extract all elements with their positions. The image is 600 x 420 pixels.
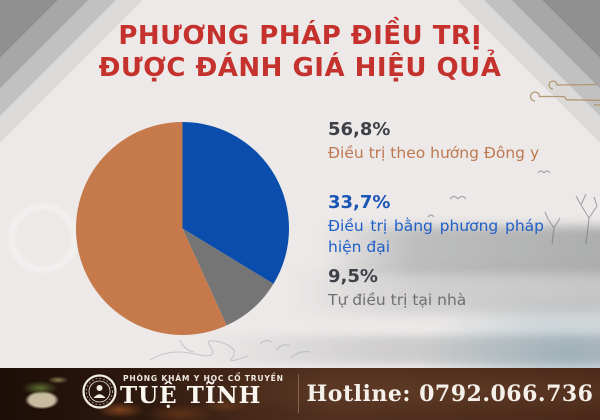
pie-slice [182, 228, 274, 326]
legend-value: 9,5% [328, 266, 378, 287]
ink-calligraphy-icon [149, 339, 311, 362]
pie-slice [182, 121, 290, 284]
footer-divider [298, 374, 299, 413]
pie-chart [75, 121, 290, 336]
hotline: Hotline: 0792.066.736 [306, 381, 594, 407]
watermark-ring [8, 203, 78, 273]
pie-slice [75, 121, 227, 336]
clinic-seal-logo-icon [82, 374, 117, 409]
footer-bar [0, 368, 600, 420]
legend-item: 56,8% Điều trị theo hướng Đông y [328, 119, 572, 164]
legend-label: Tự điều trị tại nhà [328, 291, 467, 309]
title-line1: PHƯƠNG PHÁP ĐIỀU TRỊ [118, 21, 482, 51]
cloud-ornament-icon [529, 80, 600, 106]
clinic-type: PHÒNG KHÁM Y HỌC CỔ TRUYỀN [123, 374, 284, 383]
clinic-name: TUỆ TĨNH [120, 382, 262, 409]
legend-label: Điều trị theo hướng Đông y [328, 144, 540, 162]
legend-value: 56,8% [328, 119, 391, 140]
legend-item: 9,5% Tự điều trị tại nhà [328, 266, 572, 311]
legend-label: Điều trị bằng phương pháp hiện đại [328, 217, 544, 256]
title-line2: ĐƯỢC ĐÁNH GIÁ HIỆU QUẢ [98, 53, 502, 83]
legend-value: 33,7% [328, 192, 391, 213]
legend-item: 33,7% Điều trị bằng phương pháp hiện đại [328, 192, 572, 258]
page-title: PHƯƠNG PHÁP ĐIỀU TRỊ ĐƯỢC ĐÁNH GIÁ HIỆU … [0, 20, 600, 84]
ink-branches-icon [544, 193, 598, 245]
herbs-photo [0, 368, 330, 420]
birds-icon [427, 170, 551, 218]
